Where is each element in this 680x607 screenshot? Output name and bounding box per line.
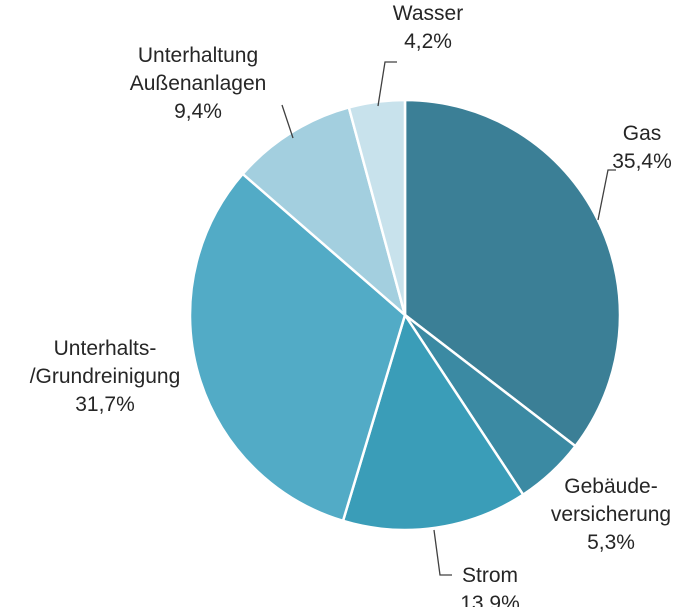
slice-value-label: 35,4% [612, 150, 672, 173]
slice-labels: Gas 35,4% Gebäude-versicherung 5,3% Strom 13,… [30, 2, 672, 607]
slice-category-label: Gebäude- [564, 475, 657, 498]
slice-category-label: /Grundreinigung [30, 365, 181, 388]
slice-label-4: Unterhaltung Außenanlagen 9,4% [130, 44, 267, 123]
slice-label-1: Gebäude-versicherung 5,3% [551, 475, 671, 554]
leader-line-5 [377, 61, 397, 107]
slice-label-0: Gas 35,4% [612, 122, 672, 173]
slice-category-label: Außenanlagen [130, 72, 267, 95]
slice-category-label: versicherung [551, 503, 671, 526]
slice-category-label: Unterhaltung [138, 44, 258, 67]
leader-line-2 [433, 529, 452, 576]
slice-value-label: 5,3% [587, 531, 635, 554]
pie-slices [188, 98, 622, 532]
pie-slice-2 [341, 313, 525, 532]
pie-slice-3 [188, 172, 407, 523]
slice-category-label: Strom [462, 564, 518, 587]
leader-line-0 [597, 169, 616, 221]
slice-category-label: Unterhalts- [54, 337, 157, 360]
slice-label-3: Unterhalts- /Grundreinigung 31,7% [30, 337, 181, 416]
slice-value-label: 31,7% [75, 393, 135, 416]
slice-label-2: Strom 13,9% [460, 564, 520, 607]
slice-category-label: Gas [623, 122, 662, 145]
slice-label-5: Wasser 4,2% [393, 2, 463, 53]
slice-value-label: 9,4% [174, 100, 222, 123]
slice-value-label: 13,9% [460, 592, 520, 607]
leader-lines [281, 61, 616, 576]
leader-line-4 [281, 104, 294, 139]
pie-slice-0 [403, 98, 622, 448]
pie-slice-5 [347, 98, 407, 317]
slice-category-label: Wasser [393, 2, 463, 25]
slice-value-label: 4,2% [404, 30, 452, 53]
